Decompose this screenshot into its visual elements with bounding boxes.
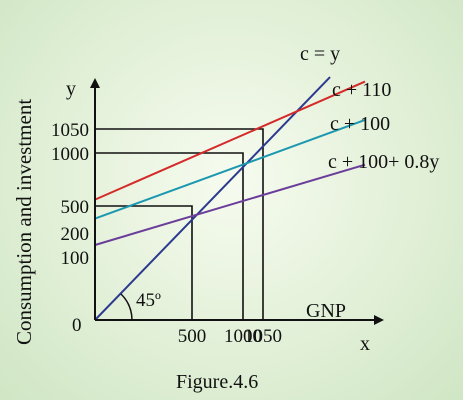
series-line-3 (94, 163, 366, 246)
series-line-1 (94, 80, 366, 201)
series-line-2 (94, 119, 366, 220)
y-tick-label-100: 100 (61, 248, 90, 269)
y-tick-label-1000: 1000 (51, 144, 89, 165)
x-tick-label-1000: 1000 (224, 326, 262, 347)
origin-label: 0 (72, 315, 82, 336)
y-axis-title: Consumption and investment (12, 99, 36, 345)
angle-label: 45º (136, 290, 161, 311)
guide-line-1000 (95, 152, 244, 320)
guide-line-1050 (95, 128, 264, 320)
x-axis-title: GNP (306, 300, 346, 322)
x-axis-letter: x (360, 333, 370, 355)
x-tick-label-1050: 1050 (244, 326, 282, 347)
series-label-3: c + 100+ 0.8y (328, 151, 439, 173)
angle-arc (120, 293, 133, 321)
series-label-0: c = y (300, 43, 340, 65)
series-line-0 (94, 76, 331, 321)
series-label-2: c + 100 (330, 113, 390, 135)
y-axis-letter: y (66, 78, 76, 100)
x-tick-label-500: 500 (178, 326, 207, 347)
y-tick-label-500: 500 (61, 197, 90, 218)
y-tick-label-1050: 1050 (51, 120, 89, 141)
series-label-1: c + 110 (332, 79, 391, 101)
y-tick-label-200: 200 (61, 224, 90, 245)
figure-caption: Figure.4.6 (176, 371, 258, 393)
